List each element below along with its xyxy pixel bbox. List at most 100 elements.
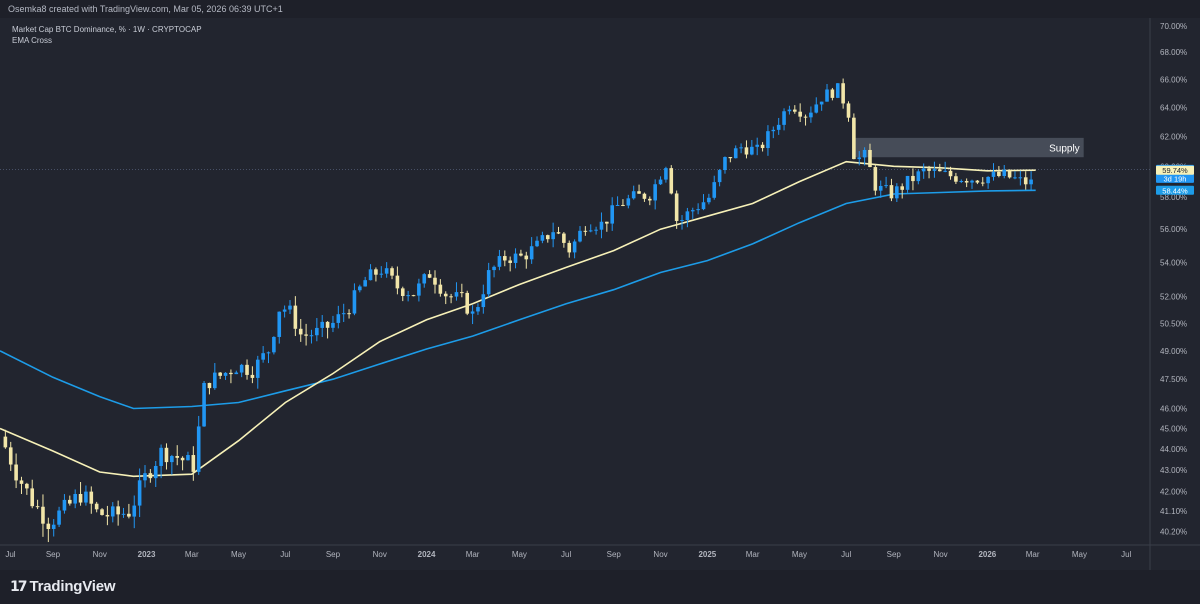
candle-body [84,491,88,503]
candle-body [170,456,174,463]
candle-body [959,180,964,182]
candle-body [895,186,899,199]
candle-body [588,230,593,232]
candle-body [664,168,668,180]
y-tick-label: 46.00% [1160,404,1187,413]
candle-body [771,129,776,132]
legend-indicator[interactable]: EMA Cross [12,36,53,45]
candle-body [980,182,985,184]
candle-body [186,455,190,461]
candle-body [1002,169,1007,177]
y-tick-label: 66.00% [1160,75,1187,84]
candle-body [905,175,910,190]
candle-body [191,455,196,472]
y-tick-label: 41.10% [1160,507,1187,516]
candle-body [653,184,657,201]
candle-body [223,372,228,376]
y-tick-label: 50.50% [1160,319,1187,328]
candle-body [970,180,974,183]
candle-body [605,221,609,224]
candle-body [207,382,212,389]
candle-body [320,321,325,328]
candle-body [14,464,18,481]
x-tick-label: Jul [5,550,15,559]
candle-body [841,83,845,104]
candle-body [30,488,35,507]
candle-body [218,372,222,376]
tradingview-logo-icon: 𝟭𝟳 [10,578,28,595]
candle-body [121,513,126,515]
candle-body [476,307,480,312]
candle-body [266,352,271,354]
candle-body [105,514,110,517]
candle-body [8,447,13,465]
candle-body [68,499,72,504]
candle-body [567,242,572,253]
price-label-box [1156,173,1194,183]
x-tick-label: 2025 [698,550,716,559]
candle-body [352,290,357,314]
x-tick-label: May [512,550,527,559]
candle-body [127,513,131,517]
candle-body [51,524,56,529]
candle-body [572,241,577,253]
candle-body [728,157,733,159]
supply-label: Supply [1049,144,1080,155]
candle-body [814,104,819,113]
price-chart[interactable]: 70.00%68.00%66.00%64.00%62.00%60.00%58.0… [0,0,1200,570]
candle-body [465,292,470,314]
candle-body [298,328,303,335]
y-tick-label: 62.00% [1160,132,1187,141]
candle-body [3,436,8,448]
candle-body [927,168,931,171]
candle-body [417,283,421,296]
candle-body [690,210,695,212]
candle-body [35,506,40,508]
candle-body [341,313,346,315]
candle-body [272,336,276,353]
tradingview-logo-text: TradingView [29,578,116,595]
candle-body [325,321,330,328]
candle-body [846,103,851,118]
candle-body [395,275,400,289]
candle-body [497,256,502,267]
x-tick-label: 2026 [978,550,996,559]
candle-body [315,327,319,336]
candle-body [519,253,523,256]
candle-body [379,273,384,275]
candle-body [433,277,437,285]
candle-body [132,505,137,517]
x-tick-label: May [231,550,246,559]
candle-body [551,232,555,240]
candle-body [293,305,298,329]
candle-body [438,284,443,294]
x-tick-label: May [792,550,807,559]
candle-body [529,246,534,260]
candle-body [411,295,416,297]
tradingview-logo[interactable]: 𝟭𝟳 TradingView [10,578,116,595]
candle-body [669,168,674,194]
candle-body [610,205,615,224]
ema-fast-line [0,160,1036,478]
candle-body [234,372,239,375]
candle-body [540,235,545,241]
candle-body [916,171,921,182]
candle-body [175,456,180,458]
x-tick-label: Mar [185,550,199,559]
candle-body [229,372,233,375]
candle-body [680,220,684,222]
candle-body [776,124,781,130]
candle-body [46,523,51,529]
ema-slow-line [0,189,1036,410]
candle-body [159,447,163,466]
candle-body [239,364,244,373]
x-tick-label: Mar [746,550,760,559]
candle-body [921,168,926,172]
candle-body [798,111,802,117]
candle-body [707,197,711,203]
candle-body [1013,177,1017,179]
candle-body [975,180,980,183]
candle-body [153,465,158,479]
x-tick-label: 2023 [138,550,156,559]
candle-body [755,144,760,147]
